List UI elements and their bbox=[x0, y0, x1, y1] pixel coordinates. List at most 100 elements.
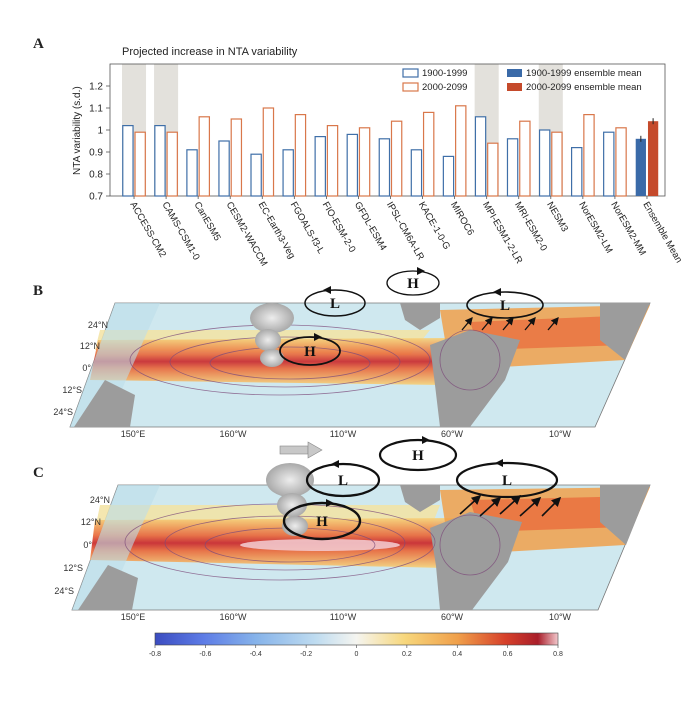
lat-tick-label: 12°N bbox=[80, 341, 100, 351]
lat-tick-label: 0° bbox=[82, 363, 91, 373]
x-tick-label: NESM3 bbox=[544, 200, 570, 234]
y-tick-label: 1 bbox=[97, 126, 103, 137]
x-tick-label: CanESM5 bbox=[192, 200, 223, 243]
bar-ensemble-1900 bbox=[636, 139, 646, 196]
bar-2000 bbox=[295, 115, 305, 196]
cell-label: L bbox=[330, 296, 340, 312]
colorbar-tick-label: -0.6 bbox=[199, 651, 211, 658]
cell-label: L bbox=[502, 473, 512, 489]
bar-2000 bbox=[263, 108, 273, 196]
legend-swatch-1900 bbox=[403, 69, 418, 77]
bar-1900 bbox=[251, 154, 261, 196]
legend-label-1900: 1900-1999 bbox=[422, 68, 467, 79]
x-axis: ACCESS-CM2CAMS-CSM1-0CanESM5 CESM2-WACCME… bbox=[127, 196, 684, 268]
bar-1900 bbox=[443, 156, 453, 196]
bar-1900 bbox=[155, 126, 165, 196]
y-tick-label: 1.2 bbox=[89, 82, 103, 93]
lon-tick-label: 160°W bbox=[219, 429, 247, 439]
bar-1900 bbox=[123, 126, 133, 196]
bar-2000 bbox=[392, 121, 402, 196]
legend: 1900-1999 2000-2099 1900-1999 ensemble m… bbox=[403, 68, 642, 93]
bar-1900 bbox=[379, 139, 389, 196]
x-tick-label: KACE-1-0-G bbox=[416, 200, 452, 252]
bar-1900 bbox=[219, 141, 229, 196]
legend-swatch-2000 bbox=[403, 83, 418, 91]
warm-core-c bbox=[240, 539, 400, 551]
colorbar-tick-label: 0.8 bbox=[553, 651, 563, 658]
x-tick-label: GFDL-ESM4 bbox=[352, 200, 389, 253]
bar-1900 bbox=[540, 130, 550, 196]
x-tick-label: MRI-ESM2-0 bbox=[512, 200, 549, 253]
lat-tick-label: 12°N bbox=[81, 517, 101, 527]
high-pressure-cell: H bbox=[380, 436, 456, 470]
cell-label: H bbox=[316, 514, 328, 530]
lon-tick-label: 10°W bbox=[549, 612, 572, 622]
y-tick-label: 0.7 bbox=[89, 192, 103, 203]
legend-label-2000: 2000-2099 bbox=[422, 82, 467, 93]
lon-tick-label: 60°W bbox=[441, 429, 464, 439]
bar-2000 bbox=[327, 126, 337, 196]
bar-1900 bbox=[572, 148, 582, 196]
legend-swatch-ens-2000 bbox=[507, 83, 522, 91]
x-tick-label: FIO-ESM-2-0 bbox=[320, 200, 358, 254]
bar-chart: Projected increase in NTA variability 0.… bbox=[72, 46, 684, 268]
y-axis: 0.7 0.8 0.9 1 1.1 1.2 bbox=[89, 82, 110, 203]
low-pressure-cell: L bbox=[305, 286, 365, 316]
bar-2000 bbox=[135, 132, 145, 196]
bar-1900 bbox=[315, 137, 325, 196]
bar-2000 bbox=[552, 132, 562, 196]
bar-2000 bbox=[584, 115, 594, 196]
bar-1900 bbox=[347, 134, 357, 196]
y-tick-label: 0.8 bbox=[89, 170, 103, 181]
bar-2000 bbox=[167, 132, 177, 196]
legend-swatch-ens-1900 bbox=[507, 69, 522, 77]
shift-arrow bbox=[280, 442, 322, 458]
chart-title: Projected increase in NTA variability bbox=[122, 46, 298, 58]
bar-2000 bbox=[231, 119, 241, 196]
high-pressure-cell: H bbox=[387, 267, 439, 295]
legend-label-ens-1900: 1900-1999 ensemble mean bbox=[526, 68, 642, 79]
lon-tick-label: 160°W bbox=[219, 612, 247, 622]
bar-2000 bbox=[359, 128, 369, 196]
bars bbox=[123, 106, 658, 196]
lon-tick-label: 110°W bbox=[330, 429, 357, 439]
cell-label: H bbox=[407, 276, 419, 292]
x-tick-label: MIROC6 bbox=[448, 200, 476, 238]
lon-tick-label: 10°W bbox=[549, 429, 572, 439]
bar-1900 bbox=[604, 132, 614, 196]
colorbar-ramp bbox=[155, 633, 558, 645]
lat-tick-label: 24°S bbox=[53, 407, 73, 417]
colorbar-tick-label: 0.2 bbox=[402, 651, 412, 658]
map-panel-b: L H L H 24°N 12°N 0° 12°S 24°S 150°E 160°W 110°W 6… bbox=[53, 267, 650, 439]
lon-tick-label: 150°E bbox=[121, 429, 146, 439]
bar-2000 bbox=[199, 117, 209, 196]
x-tick-label: NorESM2-LM bbox=[576, 200, 614, 255]
lat-tick-label: 24°S bbox=[54, 586, 74, 596]
lon-ticks-b: 150°E 160°W 110°W 60°W 10°W bbox=[121, 429, 572, 439]
bar-2000 bbox=[424, 112, 434, 196]
lon-ticks-c: 150°E 160°W 110°W 60°W 10°W bbox=[121, 612, 572, 622]
cell-label: H bbox=[304, 344, 316, 360]
lat-tick-label: 12°S bbox=[63, 563, 83, 573]
legend-label-ens-2000: 2000-2099 ensemble mean bbox=[526, 82, 642, 93]
bar-1900 bbox=[187, 150, 197, 196]
lat-tick-label: 24°N bbox=[90, 495, 110, 505]
lon-tick-label: 60°W bbox=[441, 612, 464, 622]
bar-2000 bbox=[520, 121, 530, 196]
y-tick-label: 1.1 bbox=[89, 104, 103, 115]
bar-2000 bbox=[456, 106, 466, 196]
bar-1900 bbox=[411, 150, 421, 196]
colorbar-tick-label: -0.2 bbox=[300, 651, 312, 658]
lon-tick-label: 110°W bbox=[330, 612, 357, 622]
bar-1900 bbox=[507, 139, 517, 196]
colorbar-tick-label: 0.6 bbox=[503, 651, 513, 658]
colorbar-tick-label: -0.8 bbox=[149, 651, 161, 658]
lat-tick-label: 12°S bbox=[62, 385, 82, 395]
lat-tick-label: 0° bbox=[83, 540, 92, 550]
y-axis-label: NTA variability (s.d.) bbox=[72, 86, 83, 175]
figure: Projected increase in NTA variability 0.… bbox=[0, 0, 700, 702]
cell-label: L bbox=[500, 298, 510, 314]
colorbar: -0.8 -0.6 -0.4 -0.2 0 0.2 0.4 0.6 0.8 bbox=[149, 633, 563, 658]
bar-2000 bbox=[488, 143, 498, 196]
y-tick-label: 0.9 bbox=[89, 148, 103, 159]
